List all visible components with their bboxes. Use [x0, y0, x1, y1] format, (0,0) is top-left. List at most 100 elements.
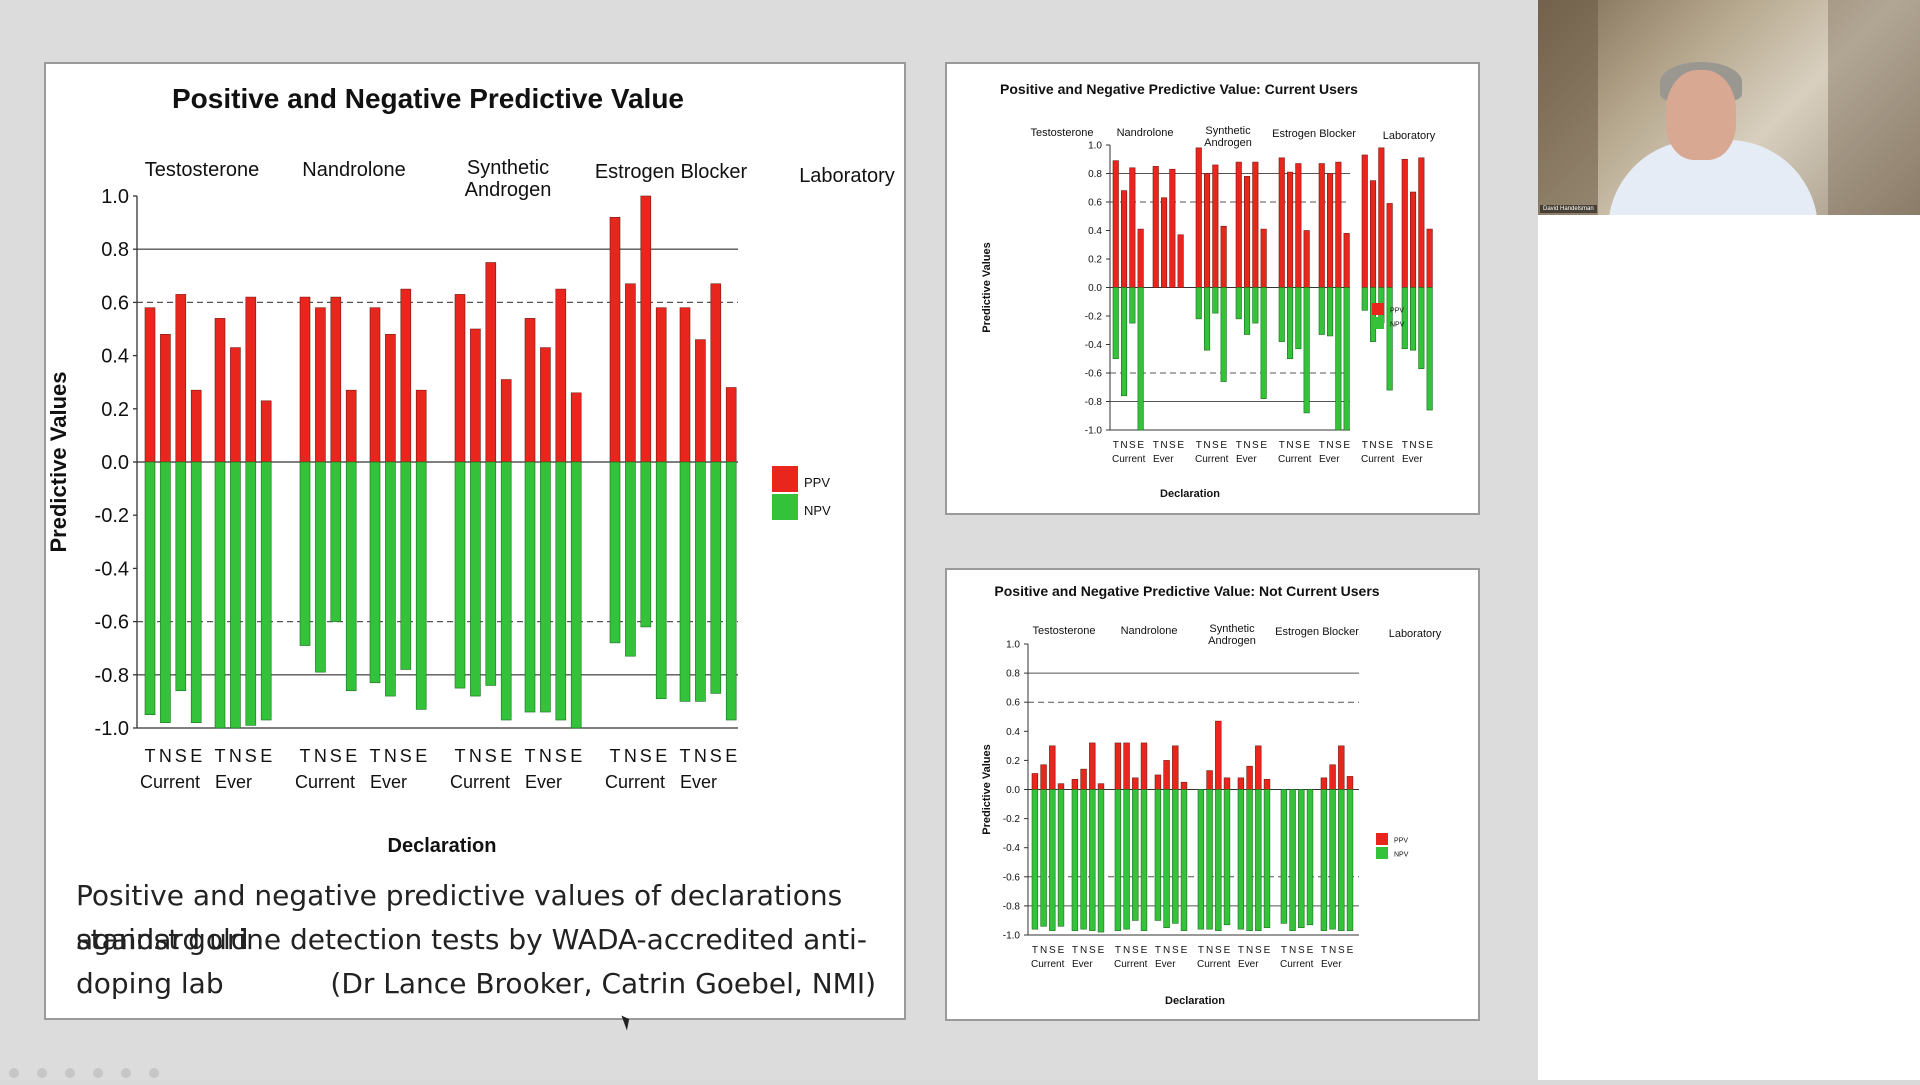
npv-bar [1243, 287, 1251, 335]
bar-letter-label: T [1319, 440, 1325, 451]
npv-bar [500, 461, 512, 721]
bar-letter-label: E [1058, 945, 1065, 956]
bar-letter-label: E [1260, 440, 1267, 451]
bar-letter-label: T [1238, 945, 1244, 956]
npv-bar [1223, 789, 1231, 926]
ppv-bar [415, 389, 427, 463]
bar-letter-label: E [1220, 440, 1227, 451]
npv-bar [640, 461, 652, 628]
y-tick-label: 0.2 [1088, 255, 1102, 266]
toolbar-button[interactable] [65, 1068, 75, 1078]
bar-letter-label: E [1181, 945, 1188, 956]
subgroup-label: Current [1280, 959, 1314, 970]
bar-letter-label: S [485, 746, 497, 766]
bar-letter-label: E [415, 746, 427, 766]
bar-letter-label: S [1295, 440, 1302, 451]
ppv-bar [1161, 197, 1168, 288]
ppv-bar [1163, 760, 1170, 790]
npv-bar [260, 461, 272, 721]
bar-letter-label: T [215, 746, 226, 766]
npv-bar [230, 461, 241, 729]
ppv-bar [330, 296, 342, 463]
legend-label-ppv: PPV [1394, 838, 1408, 845]
group-header: Testosterone [1031, 127, 1094, 139]
bar-letter-label: T [455, 746, 466, 766]
ppv-bar [175, 294, 187, 463]
group-header-line: Synthetic [467, 157, 549, 179]
npv-bar [1235, 287, 1242, 320]
bar-letter-label: E [725, 746, 737, 766]
npv-bar [1031, 789, 1039, 930]
bar-letter-label: N [694, 746, 707, 766]
bar-letter-label: N [1326, 440, 1333, 451]
toolbar-button[interactable] [149, 1068, 159, 1078]
npv-bar [1220, 287, 1227, 382]
legend-label-ppv: PPV [804, 475, 830, 490]
y-tick-label: 0.6 [1088, 198, 1102, 209]
npv-bar [1320, 789, 1328, 931]
ppv-bar [214, 318, 226, 463]
presentation-toolbar[interactable] [0, 1066, 240, 1080]
bar-letter-label: T [1279, 440, 1285, 451]
ppv-bar [1080, 768, 1087, 790]
ppv-bar [1040, 764, 1047, 790]
bar-letter-label: N [384, 746, 397, 766]
caption-line-2: standard urine detection tests by WADA-a… [76, 923, 867, 1000]
y-axis-label: Predictive Values [981, 744, 993, 835]
webcam-video[interactable]: David Handelsman [1538, 0, 1920, 215]
toolbar-button[interactable] [37, 1068, 47, 1078]
ppv-bar [160, 334, 171, 463]
bar-letter-label: S [1129, 440, 1136, 451]
y-tick-label: 0.2 [101, 399, 129, 421]
legend-label-ppv: PPV [1390, 308, 1404, 315]
bar-letter-label: N [1040, 945, 1047, 956]
npv-bar [385, 461, 396, 697]
npv-bar [1112, 287, 1119, 360]
bar-letter-label: E [1386, 440, 1393, 451]
bar-letter-label: E [345, 746, 357, 766]
npv-bar [625, 461, 636, 657]
npv-bar [1409, 287, 1417, 351]
npv-bar [415, 461, 427, 710]
bar-letter-label: N [1329, 945, 1336, 956]
bar-letter-label: E [655, 746, 667, 766]
bar-letter-label: S [1255, 945, 1262, 956]
toolbar-button[interactable] [121, 1068, 131, 1078]
npv-bar [369, 461, 381, 684]
ppv-bar [1243, 176, 1251, 288]
npv-bar [1303, 287, 1310, 414]
npv-bar [1361, 287, 1368, 311]
ppv-bar [454, 294, 466, 463]
subgroup-label: Ever [1319, 454, 1340, 465]
npv-bar [1298, 789, 1305, 929]
bar-letter-label: N [1120, 440, 1127, 451]
toolbar-button[interactable] [9, 1068, 19, 1078]
npv-bar [1280, 789, 1288, 924]
bar-letter-label: T [1281, 945, 1287, 956]
npv-bar [524, 461, 536, 713]
ppv-bar [1031, 773, 1039, 790]
y-tick-label: 0.4 [1006, 727, 1020, 738]
legend-swatch-npv [1376, 847, 1388, 859]
bar-letter-label: S [1252, 440, 1259, 451]
y-tick-label: 0.4 [1088, 226, 1102, 237]
npv-bar [1255, 789, 1262, 931]
npv-bar [1180, 789, 1188, 931]
y-tick-label: 0.8 [1088, 169, 1102, 180]
group-header-line: Synthetic [1209, 623, 1255, 635]
ppv-bar [570, 392, 582, 463]
bar-letter-label: N [539, 746, 552, 766]
npv-bar [1329, 789, 1336, 930]
legend-label-npv: NPV [1394, 852, 1409, 859]
ppv-bar [400, 288, 412, 463]
ppv-bar [1255, 745, 1262, 790]
x-axis-label: Declaration [388, 835, 497, 857]
y-tick-label: 1.0 [1006, 640, 1020, 651]
toolbar-button[interactable] [93, 1068, 103, 1078]
ppv-bar [1295, 163, 1302, 288]
group-header: Laboratory [799, 165, 895, 187]
ppv-bar [369, 307, 381, 463]
y-axis-label: Predictive Values [981, 242, 993, 333]
ppv-bar [655, 307, 667, 463]
bar-letter-label: T [610, 746, 621, 766]
